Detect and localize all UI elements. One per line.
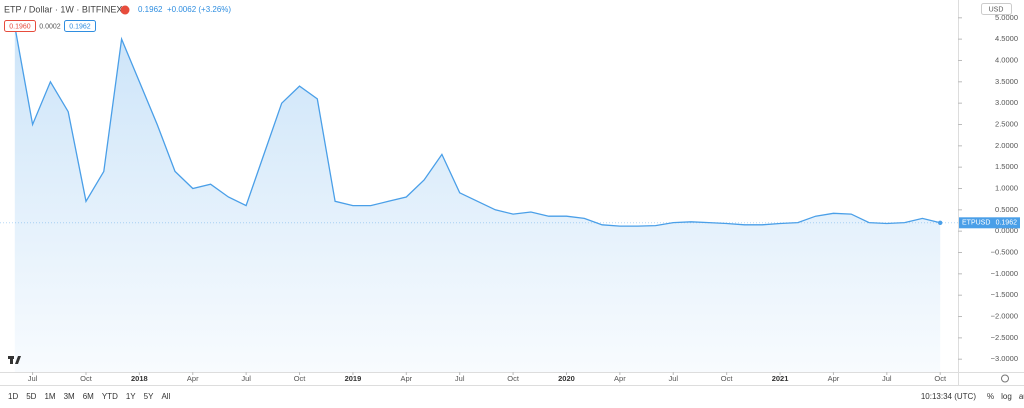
y-tick-label: 2.5000 bbox=[995, 119, 1018, 128]
range-button[interactable]: 1D bbox=[8, 392, 18, 401]
status-icon bbox=[120, 5, 130, 15]
axes: 5.0000 4.5000 4.0000 3.5000 3.0000 2.5000 2.00… bbox=[28, 13, 1020, 383]
series-name: ETPUSD bbox=[962, 220, 990, 227]
y-tick-label: −1.0000 bbox=[991, 269, 1018, 278]
x-tick-label: Jul bbox=[241, 374, 251, 383]
diff-box: 0.0002 bbox=[39, 23, 61, 30]
box-frame bbox=[4, 20, 36, 32]
close-box: 0.1962 bbox=[69, 23, 91, 30]
x-tick-label: Apr bbox=[828, 374, 840, 383]
y-tick-label: 4.5000 bbox=[995, 34, 1018, 43]
x-tick-label: Jul bbox=[882, 374, 892, 383]
x-tick-label: Oct bbox=[507, 374, 520, 383]
range-button[interactable]: 6M bbox=[83, 392, 94, 401]
open-box: 0.1960 bbox=[9, 23, 31, 30]
range-button[interactable]: 5Y bbox=[144, 392, 154, 401]
y-tick-label: 0.0000 bbox=[995, 226, 1018, 235]
x-tick-label: 2021 bbox=[772, 374, 789, 383]
area-fill bbox=[14, 26, 941, 372]
logo bbox=[8, 356, 21, 364]
plot-area bbox=[0, 26, 958, 372]
header-change: +0.0062 (+3.26%) bbox=[167, 5, 231, 14]
y-tick-label: −0.5000 bbox=[991, 247, 1018, 256]
range-button[interactable]: YTD bbox=[102, 392, 118, 401]
y-tick-label: −2.0000 bbox=[991, 312, 1018, 321]
x-tick-label: Oct bbox=[721, 374, 734, 383]
range-button[interactable]: 3M bbox=[64, 392, 75, 401]
y-tick-label: 3.5000 bbox=[995, 77, 1018, 86]
x-tick-label: Jul bbox=[28, 374, 38, 383]
y-tick-label: 2.0000 bbox=[995, 141, 1018, 150]
range-button[interactable]: All bbox=[161, 392, 170, 401]
scale-option[interactable]: % bbox=[987, 392, 994, 401]
x-tick-label: 2018 bbox=[131, 374, 148, 383]
toolbar: 1D 5D 1M 3M 6M YTD 1Y 5Y All% log auto bbox=[8, 392, 1024, 401]
y-tick-label: 1.0000 bbox=[995, 183, 1018, 192]
x-tick-label: Oct bbox=[294, 374, 307, 383]
scale-option[interactable]: log bbox=[1001, 392, 1012, 401]
scale-option[interactable]: auto bbox=[1019, 392, 1024, 401]
range-button[interactable]: 1M bbox=[44, 392, 55, 401]
y-tick-label: −2.5000 bbox=[991, 333, 1018, 342]
y-tick-label: −3.0000 bbox=[991, 354, 1018, 363]
x-tick-label: Apr bbox=[187, 374, 199, 383]
x-tick-label: 2020 bbox=[558, 374, 575, 383]
header-price: 0.1962 bbox=[138, 5, 163, 14]
x-tick-label: Apr bbox=[400, 374, 412, 383]
x-tick-label: Jul bbox=[668, 374, 678, 383]
y-tick-label: 0.5000 bbox=[995, 205, 1018, 214]
last-point bbox=[938, 220, 943, 226]
currency-frame[interactable] bbox=[981, 3, 1012, 15]
y-tick-label: 3.0000 bbox=[995, 98, 1018, 107]
range-button[interactable]: 5D bbox=[26, 392, 36, 401]
settings-icon[interactable] bbox=[1001, 374, 1009, 383]
currency[interactable]: USD bbox=[989, 6, 1004, 13]
range-button[interactable]: 1Y bbox=[126, 392, 136, 401]
x-tick-label: Apr bbox=[614, 374, 626, 383]
y-tick-label: 4.0000 bbox=[995, 55, 1018, 64]
price-label-box bbox=[959, 217, 1020, 229]
x-tick-label: Jul bbox=[455, 374, 465, 383]
box-frame bbox=[64, 20, 96, 32]
price-line bbox=[14, 26, 941, 227]
y-tick-label: −1.5000 bbox=[991, 290, 1018, 299]
x-tick-label: Oct bbox=[80, 374, 93, 383]
x-tick-label: Oct bbox=[934, 374, 947, 383]
price-label: 0.1962 bbox=[996, 220, 1018, 227]
x-tick-label: 2019 bbox=[345, 374, 362, 383]
y-tick-label: 1.5000 bbox=[995, 162, 1018, 171]
chart-title: ETP / Dollar · 1W · BITFINEX bbox=[4, 4, 122, 14]
y-tick-label: 5.0000 bbox=[995, 13, 1018, 22]
clock: 10:13:34 (UTC) bbox=[921, 392, 976, 401]
